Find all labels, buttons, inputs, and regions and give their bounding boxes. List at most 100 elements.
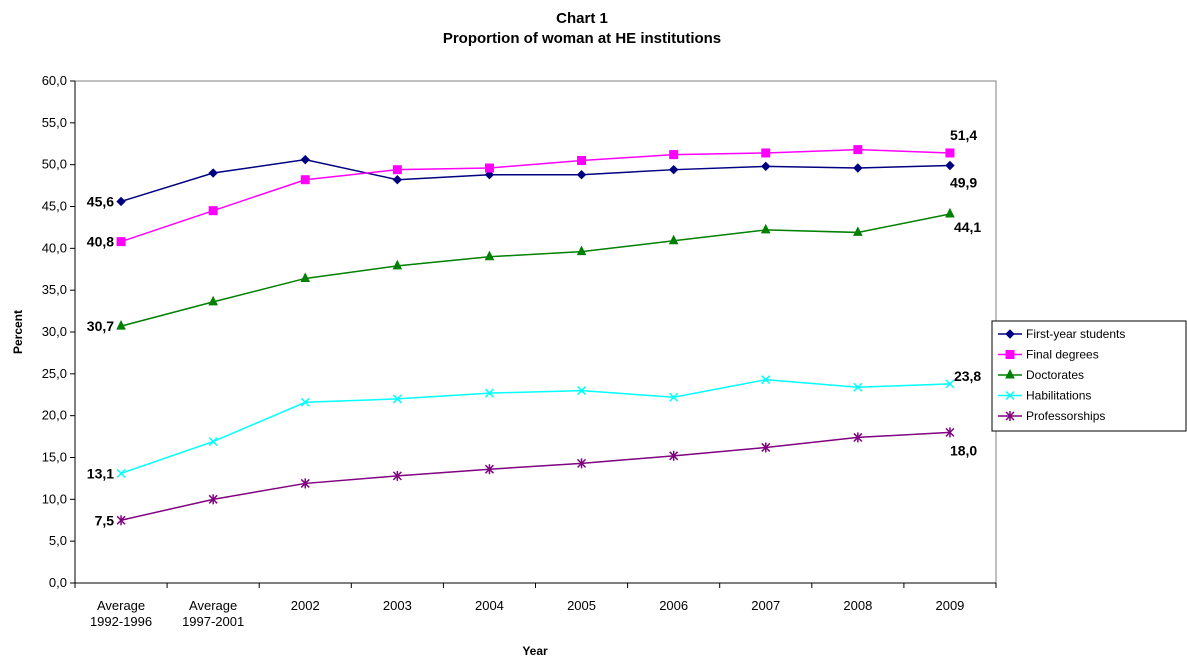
legend-marker	[1005, 329, 1015, 339]
legend-item: First-year students	[998, 327, 1125, 341]
data-point	[392, 394, 402, 404]
data-point	[576, 169, 587, 180]
x-tick-label: Average 1997-2001	[182, 598, 244, 629]
legend-label: Habilitations	[1026, 389, 1091, 403]
x-tick-label: 2008	[843, 598, 872, 613]
data-point	[392, 470, 402, 481]
chart-title: Chart 1	[556, 10, 608, 27]
data-point	[116, 468, 126, 478]
legend-label: Doctorates	[1026, 368, 1084, 382]
legend-item: Habilitations	[998, 389, 1091, 403]
data-point	[392, 259, 403, 270]
x-tick-label: 2002	[291, 598, 320, 613]
data-point	[208, 295, 218, 306]
y-tick-label: 5,0	[49, 533, 67, 548]
data-point	[484, 388, 494, 398]
legend: First-year students Final degrees Doctorat…	[991, 320, 1187, 432]
data-label: 51,4	[950, 127, 977, 143]
x-tick-label: 2005	[567, 598, 596, 613]
series-3	[116, 207, 955, 330]
data-point	[577, 386, 587, 396]
data-point	[853, 432, 863, 443]
y-tick-label: 35,0	[42, 282, 67, 297]
data-label: 30,7	[87, 318, 114, 334]
data-point	[300, 154, 310, 165]
series-4	[116, 375, 955, 478]
data-point	[116, 237, 126, 247]
data-point	[116, 320, 126, 330]
data-label: 49,9	[950, 175, 977, 191]
y-tick-label: 60,0	[42, 73, 67, 88]
legend-marker	[1005, 350, 1015, 359]
y-tick-label: 15,0	[42, 450, 67, 465]
x-tick-label: 2004	[475, 598, 504, 613]
legend-marker	[1005, 368, 1015, 379]
series-line	[120, 431, 950, 521]
data-label: 7,5	[95, 512, 115, 528]
data-point	[669, 150, 679, 160]
data-point	[945, 207, 955, 218]
y-tick-label: 25,0	[42, 366, 67, 381]
data-point	[208, 168, 218, 178]
data-point	[576, 245, 587, 256]
series-2	[116, 145, 955, 247]
data-point	[668, 234, 679, 245]
y-tick-label: 20,0	[42, 408, 67, 423]
data-label: 18,0	[950, 442, 977, 458]
data-label: 13,1	[87, 465, 114, 481]
data-point	[761, 161, 771, 172]
plot-area: 0,0 5,0 10,0 15,0 20,0 25,0 30,0 35,0 40,0 45,0 50…	[42, 73, 997, 629]
data-point	[577, 155, 587, 165]
legend-marker	[1005, 411, 1015, 421]
data-point	[208, 206, 218, 216]
data-point	[300, 272, 311, 282]
data-label: 40,8	[87, 234, 114, 250]
data-point	[945, 148, 955, 158]
data-point	[484, 169, 495, 180]
data-point	[853, 163, 863, 173]
data-point	[577, 458, 587, 469]
x-axis-label: Year	[522, 644, 548, 657]
data-point	[116, 196, 126, 207]
x-tick-label: 2006	[659, 598, 688, 613]
data-point	[761, 148, 771, 158]
data-point	[761, 442, 771, 453]
y-axis-label: Percent	[11, 310, 25, 354]
y-tick-label: 0,0	[49, 575, 67, 590]
series-line	[120, 378, 950, 475]
data-point	[300, 397, 310, 407]
data-point	[945, 427, 955, 438]
data-label: 23,8	[954, 368, 981, 384]
legend-box	[991, 320, 1187, 432]
series-line	[120, 158, 950, 203]
data-point	[484, 163, 494, 173]
data-point	[945, 379, 955, 389]
series-1	[116, 154, 955, 207]
legend-label: Professorships	[1026, 409, 1105, 423]
x-tick-label: 2007	[751, 598, 780, 613]
legend-marker	[1005, 390, 1015, 401]
data-point	[300, 478, 310, 489]
x-tick-label: 2009	[935, 598, 964, 613]
series-5	[116, 427, 955, 526]
data-point	[392, 175, 403, 185]
plot-frame	[74, 80, 997, 584]
chart-subtitle: Proportion of woman at HE institutions	[443, 30, 721, 47]
y-tick-label: 30,0	[42, 324, 67, 339]
data-point	[669, 450, 679, 461]
data-point	[760, 223, 771, 234]
y-tick-label: 10,0	[42, 491, 67, 506]
legend-item: Doctorates	[998, 368, 1084, 382]
data-point	[392, 165, 402, 175]
legend-item: Final degrees	[998, 348, 1099, 362]
series-line	[120, 213, 951, 327]
y-tick-label: 45,0	[42, 199, 67, 214]
x-tick-label: 2003	[383, 598, 412, 613]
data-point	[668, 164, 679, 175]
legend-label: First-year students	[1026, 327, 1125, 341]
data-point	[208, 437, 218, 447]
data-point	[208, 494, 218, 505]
legend-label: Final degrees	[1026, 348, 1099, 362]
y-tick-label: 40,0	[42, 240, 67, 255]
